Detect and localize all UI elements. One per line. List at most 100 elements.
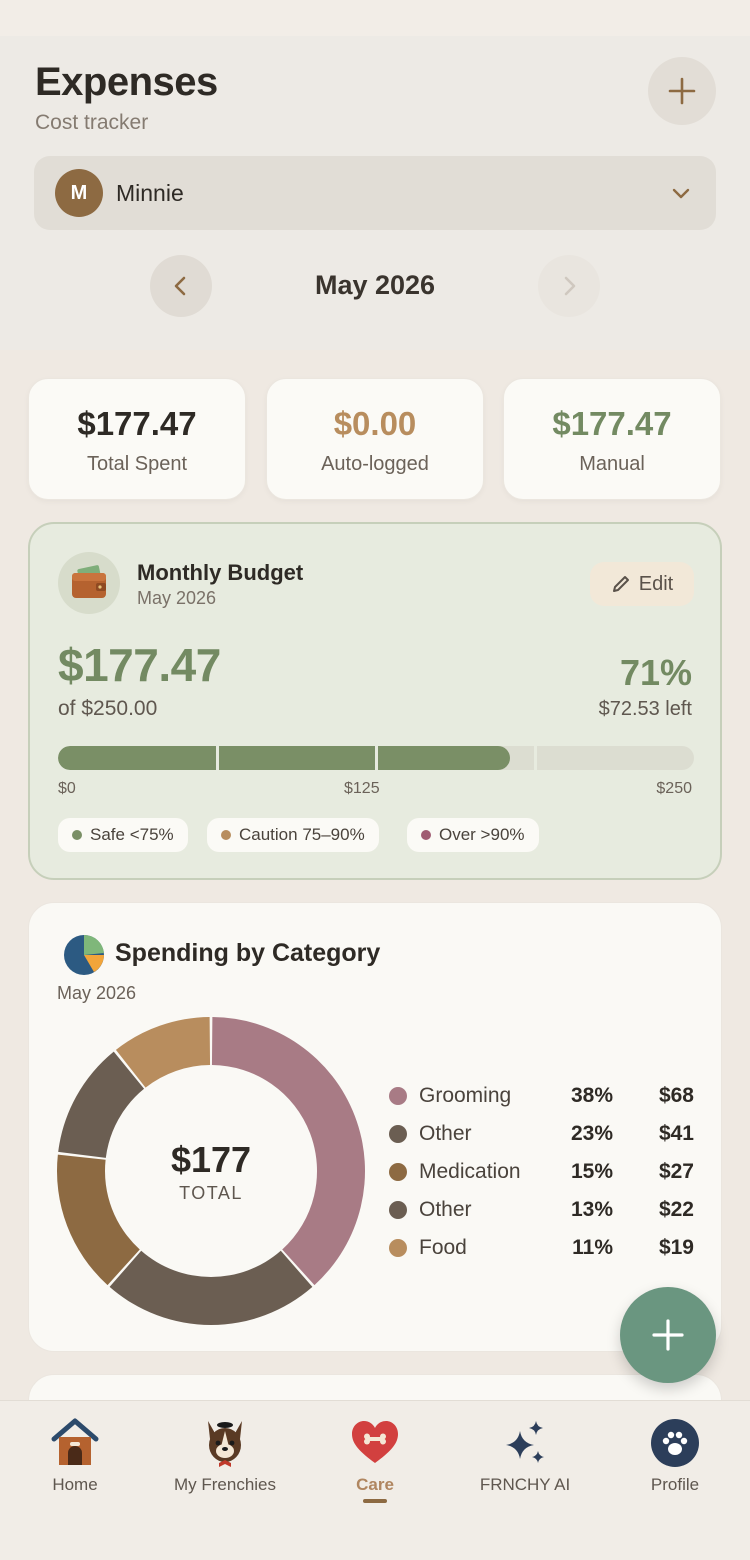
legend-percent: 23%	[570, 1122, 613, 1145]
donut-total-label: TOTAL	[179, 1183, 243, 1203]
pet-selector[interactable]: M Minnie	[34, 156, 716, 230]
tab-profile[interactable]: Profile	[600, 1417, 750, 1517]
chevron-right-icon	[564, 276, 576, 296]
chevron-left-icon	[174, 276, 186, 296]
header: Expenses Cost tracker M Minnie May 2026	[0, 36, 750, 350]
stat-label: Auto-logged	[321, 453, 429, 475]
chevron-down-icon	[672, 188, 690, 199]
legend-percent: 15%	[570, 1160, 613, 1183]
scale-mid-label: $125	[344, 780, 380, 797]
budget-progress-fill	[58, 746, 510, 770]
tab-label: FRNCHY AI	[479, 1475, 571, 1494]
active-tab-indicator	[363, 1499, 387, 1503]
tab-label: Home	[52, 1475, 98, 1494]
tab-care[interactable]: Care	[300, 1417, 450, 1517]
tab-my-frenchies[interactable]: My Frenchies	[150, 1417, 300, 1517]
legend-amount: $22	[658, 1198, 694, 1221]
page-subtitle: Cost tracker	[35, 111, 149, 134]
legend-dot	[389, 1163, 407, 1181]
legend-amount: $19	[658, 1236, 694, 1259]
sparkles-icon	[506, 1421, 544, 1463]
legend-dot	[389, 1125, 407, 1143]
page-title: Expenses	[35, 60, 218, 104]
chip-over: Over >90%	[407, 818, 539, 852]
pet-name: Minnie	[116, 180, 184, 206]
budget-title: Monthly Budget	[137, 560, 304, 585]
tab-home[interactable]: Home	[0, 1417, 150, 1517]
chip-label: Caution 75–90%	[239, 825, 365, 844]
stat-label: Total Spent	[86, 453, 188, 475]
legend-percent: 13%	[570, 1198, 613, 1221]
chip-dot	[72, 830, 82, 840]
donut-slice-food	[115, 1017, 211, 1088]
chip-caution: Caution 75–90%	[207, 818, 379, 852]
legend-percent: 11%	[572, 1236, 613, 1259]
category-subtitle: May 2026	[57, 983, 137, 1003]
legend-percent: 38%	[570, 1084, 613, 1107]
doghouse-icon	[51, 1418, 99, 1465]
monthly-budget-card: Monthly Budget May 2026 Edit $177.47 of …	[28, 522, 722, 880]
budget-percent: 71%	[619, 652, 692, 693]
legend-amount: $27	[658, 1160, 694, 1183]
stat-value: $177.47	[552, 405, 672, 442]
legend-dot	[389, 1087, 407, 1105]
budget-of-total: of $250.00	[58, 697, 158, 720]
legend-name: Medication	[419, 1160, 521, 1183]
paw-icon	[651, 1419, 699, 1467]
donut-slice-other	[109, 1250, 313, 1325]
chip-safe: Safe <75%	[58, 818, 188, 852]
chip-dot	[221, 830, 231, 840]
progress-tick	[375, 746, 378, 770]
donut-slice-medication	[57, 1154, 140, 1286]
category-title: Spending by Category	[115, 939, 381, 967]
budget-progress-bar	[58, 746, 694, 770]
heart-bone-icon	[352, 1421, 398, 1463]
legend-name: Other	[419, 1122, 472, 1145]
budget-subtitle: May 2026	[137, 588, 217, 608]
progress-tick	[534, 746, 537, 770]
stat-card-total-spent: $177.47 Total Spent	[28, 378, 246, 500]
chip-dot	[421, 830, 431, 840]
legend-name: Other	[419, 1198, 472, 1221]
edit-label: Edit	[638, 572, 674, 595]
next-month-button[interactable]	[538, 255, 600, 317]
legend-amount: $41	[658, 1122, 694, 1145]
scale-min-label: $0	[58, 780, 76, 797]
wallet-icon	[58, 552, 120, 614]
legend-name: Food	[419, 1236, 467, 1259]
legend-item: Other 13% $22	[389, 1195, 695, 1225]
scale-max-label: $250	[656, 780, 692, 797]
pencil-icon	[612, 576, 629, 592]
add-expense-button[interactable]	[648, 57, 716, 125]
donut-total: $177	[170, 1139, 252, 1180]
status-bar	[0, 0, 750, 36]
legend-amount: $68	[658, 1084, 694, 1107]
edit-budget-button[interactable]: Edit	[590, 562, 694, 606]
stat-label: Manual	[579, 453, 645, 475]
tab-label: Care	[356, 1475, 394, 1494]
spending-by-category-card: Spending by Category May 2026 $177 TOTAL…	[28, 902, 722, 1352]
legend-name: Grooming	[419, 1084, 512, 1107]
frenchie-icon	[208, 1421, 242, 1467]
legend-item: Grooming 38% $68	[389, 1081, 695, 1111]
previous-month-button[interactable]	[150, 255, 212, 317]
progress-tick	[216, 746, 219, 770]
legend-item: Other 23% $41	[389, 1119, 695, 1149]
stat-card-auto-logged: $0.00 Auto-logged	[266, 378, 484, 500]
tab-label: Profile	[650, 1475, 700, 1494]
budget-spent: $177.47	[58, 639, 221, 691]
legend-item: Food 11% $19	[389, 1233, 695, 1263]
budget-remaining: $72.53 left	[598, 698, 692, 720]
tab-frnchy-ai[interactable]: FRNCHY AI	[450, 1417, 600, 1517]
donut-slice-other	[58, 1051, 145, 1158]
pie-chart-icon	[64, 934, 104, 975]
legend-item: Medication 15% $27	[389, 1157, 695, 1187]
legend-dot	[389, 1201, 407, 1219]
month-label: May 2026	[314, 270, 436, 300]
donut-slice-grooming	[211, 1017, 365, 1286]
chip-label: Safe <75%	[90, 825, 174, 844]
stat-value: $177.47	[77, 405, 197, 442]
chip-label: Over >90%	[439, 825, 525, 844]
stat-value: $0.00	[333, 405, 417, 442]
add-expense-fab[interactable]	[620, 1287, 716, 1383]
